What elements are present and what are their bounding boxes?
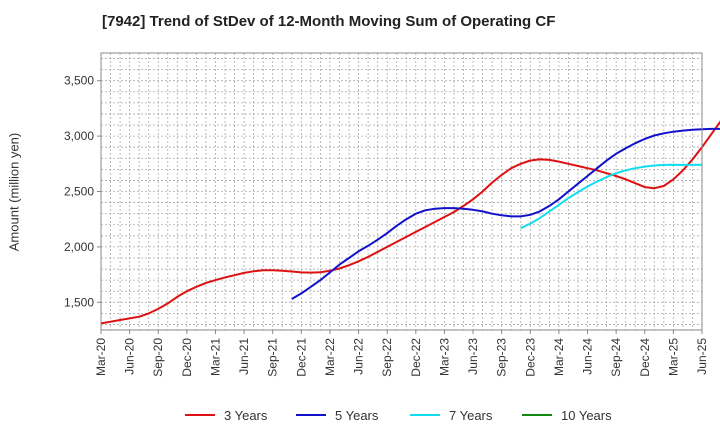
x-tick-label: Sep-23 [495, 338, 509, 377]
series-line-7-years [520, 163, 703, 230]
x-tick-label: Sep-24 [609, 338, 623, 377]
series-line-5-years [291, 127, 720, 300]
x-tick-label: Mar-24 [552, 338, 566, 376]
x-tick-label: Mar-23 [437, 338, 451, 376]
x-tick-label: Mar-22 [323, 338, 337, 376]
y-tick-label: 3,000 [64, 129, 94, 143]
x-tick-label: Jun-20 [123, 338, 137, 375]
x-tick-label: Mar-25 [666, 338, 680, 376]
x-tick-label: Jun-21 [237, 338, 251, 375]
x-tick-label: Dec-24 [638, 338, 652, 377]
x-tick-label: Jun-24 [581, 338, 595, 375]
x-tick-label: Mar-20 [94, 338, 108, 376]
legend: 3 Years 5 Years 7 Years 10 Years [185, 408, 612, 423]
x-tick-label: Mar-21 [208, 338, 222, 376]
legend-label: 7 Years [449, 408, 493, 423]
x-tick-label: Dec-21 [294, 338, 308, 377]
legend-label: 5 Years [335, 408, 379, 423]
chart-title: [7942] Trend of StDev of 12-Month Moving… [102, 13, 556, 30]
x-tick-label: Jun-25 [695, 338, 709, 375]
series-line-3-years [100, 120, 720, 325]
grid-lines [101, 53, 702, 330]
y-tick-labels: 1,500 2,000 2,500 3,000 3,500 [64, 74, 101, 309]
x-tick-label: Jun-22 [352, 338, 366, 375]
y-tick-label: 2,500 [64, 185, 94, 199]
y-tick-label: 3,500 [64, 74, 94, 88]
legend-label: 3 Years [224, 408, 268, 423]
legend-label: 10 Years [561, 408, 612, 423]
x-tick-label: Sep-21 [266, 338, 280, 377]
x-tick-label: Dec-20 [180, 338, 194, 377]
y-tick-label: 2,000 [64, 240, 94, 254]
x-tick-labels: Mar-20 Jun-20 Sep-20 Dec-20 Mar-21 Jun-21 Sep-… [94, 330, 709, 377]
x-tick-label: Jun-23 [466, 338, 480, 375]
x-tick-label: Dec-23 [523, 338, 537, 377]
series-lines [100, 120, 720, 325]
x-tick-label: Sep-22 [380, 338, 394, 377]
y-tick-label: 1,500 [64, 295, 94, 309]
x-tick-label: Sep-20 [151, 338, 165, 377]
x-tick-label: Dec-22 [409, 338, 423, 377]
